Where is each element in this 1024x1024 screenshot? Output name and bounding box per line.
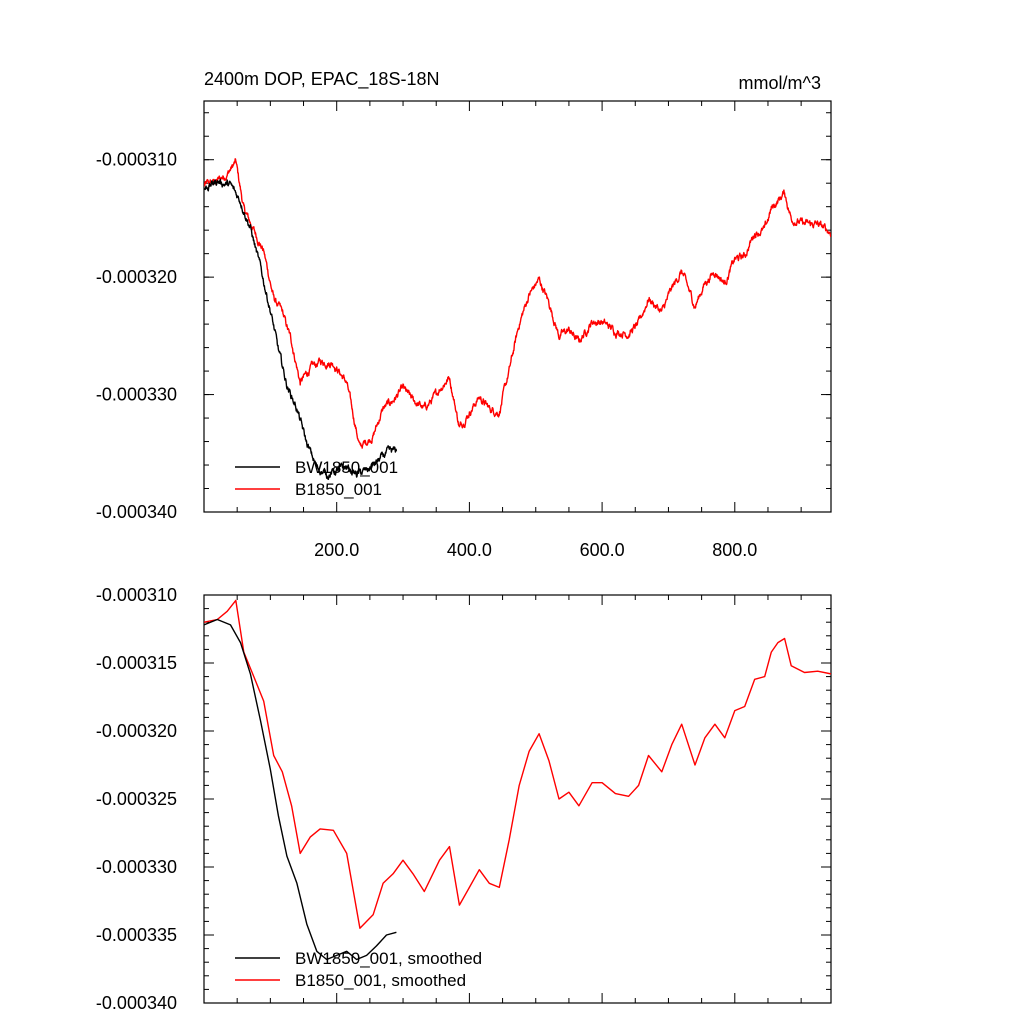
y-tick-label: -0.000310 xyxy=(96,150,177,170)
plot-frame xyxy=(203,100,832,513)
legend-label-0: BW1850_001, smoothed xyxy=(295,949,482,968)
x-tick-label: 800.0 xyxy=(712,540,757,560)
plot-frame xyxy=(203,594,832,1004)
units-label: mmol/m^3 xyxy=(739,73,821,93)
top-panel: 2400m DOP, EPAC_18S-18N mmol/m^3 -0.000310… xyxy=(96,69,832,560)
y-tick-label: -0.000340 xyxy=(96,502,177,522)
y-tick-label: -0.000330 xyxy=(96,857,177,877)
x-tick-label: 600.0 xyxy=(580,540,625,560)
series-line-1 xyxy=(204,158,831,449)
series-line-0 xyxy=(204,618,397,961)
legend-label-1: B1850_001 xyxy=(295,480,382,499)
x-tick-label: 200.0 xyxy=(314,540,359,560)
legend-label-0: BW1850_001 xyxy=(295,458,398,477)
series-line-0 xyxy=(204,178,398,480)
y-tick-label: -0.000310 xyxy=(96,585,177,605)
y-tick-label: -0.000325 xyxy=(96,789,177,809)
chart-title: 2400m DOP, EPAC_18S-18N xyxy=(204,69,439,90)
x-tick-label: 400.0 xyxy=(447,540,492,560)
y-tick-label: -0.000320 xyxy=(96,267,177,287)
bottom-panel: -0.000310 -0.000315 -0.000320 -0.000325 -0.0… xyxy=(96,585,832,1013)
y-tick-label: -0.000320 xyxy=(96,721,177,741)
legend-label-1: B1850_001, smoothed xyxy=(295,971,466,990)
series-line-1 xyxy=(204,599,831,929)
y-tick-label: -0.000335 xyxy=(96,925,177,945)
y-tick-label: -0.000340 xyxy=(96,993,177,1013)
y-tick-label: -0.000330 xyxy=(96,385,177,405)
y-tick-label: -0.000315 xyxy=(96,653,177,673)
